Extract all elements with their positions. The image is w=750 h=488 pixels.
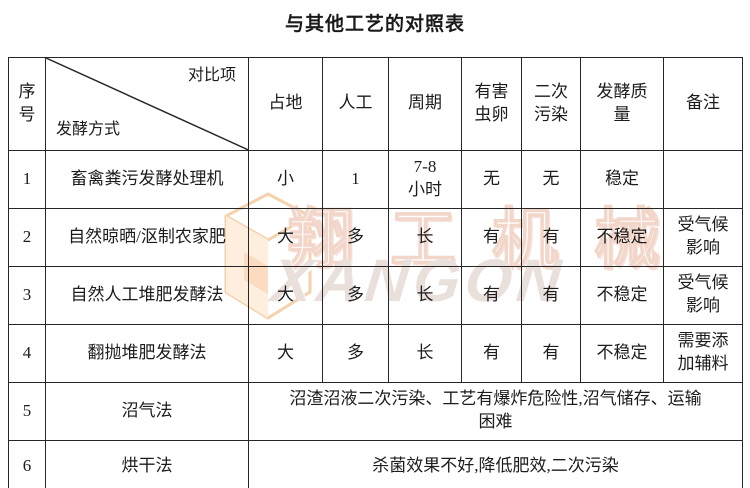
cell-pollution: 有 (521, 323, 581, 383)
table-row: 6 烘干法 杀菌效果不好,降低肥效,二次污染 (8, 439, 743, 488)
cell-cycle: 长 (388, 323, 462, 383)
cell-no: 6 (8, 439, 46, 488)
table-row: 1 畜禽粪污发酵处理机 小 1 7-8 小时 无 无 稳定 (8, 149, 743, 209)
header-remarks: 备注 (663, 57, 743, 151)
cell-labor: 1 (322, 149, 389, 209)
table-header-row: 序 号 对比项 发酵方式 占地 人工 周期 有害 虫卵 二次 污染 发酵质 量 … (8, 57, 743, 151)
cell-land: 大 (248, 323, 323, 383)
comparison-table: 序 号 对比项 发酵方式 占地 人工 周期 有害 虫卵 二次 污染 发酵质 量 … (8, 57, 743, 488)
cell-labor: 多 (322, 207, 389, 267)
cell-quality: 不稳定 (580, 207, 664, 267)
table-row: 4 翻抛堆肥发酵法 大 多 长 有 有 不稳定 需要添 加辅料 (8, 323, 743, 383)
cell-eggs: 无 (461, 149, 522, 209)
cell-eggs: 有 (461, 265, 522, 325)
cell-merged-note: 沼渣沼液二次污染、工艺有爆炸危险性,沼气储存、运输 困难 (248, 381, 743, 441)
table-row: 3 自然人工堆肥发酵法 大 多 长 有 有 不稳定 受气候 影响 (8, 265, 743, 325)
cell-quality: 稳定 (580, 149, 664, 209)
header-ferment-quality: 发酵质 量 (580, 57, 664, 151)
cell-labor: 多 (322, 265, 389, 325)
cell-method: 烘干法 (45, 439, 249, 488)
diagonal-line (46, 58, 248, 150)
cell-no: 4 (8, 323, 46, 383)
header-ferment-method: 发酵方式 (56, 121, 121, 139)
header-land: 占地 (248, 57, 323, 151)
cell-no: 2 (8, 207, 46, 267)
cell-pollution: 有 (521, 207, 581, 267)
header-labor: 人工 (322, 57, 389, 151)
table-row: 5 沼气法 沼渣沼液二次污染、工艺有爆炸危险性,沼气储存、运输 困难 (8, 381, 743, 441)
cell-cycle: 长 (388, 207, 462, 267)
cell-remarks: 受气候 影响 (663, 207, 743, 267)
cell-cycle: 长 (388, 265, 462, 325)
cell-eggs: 有 (461, 207, 522, 267)
cell-method: 翻抛堆肥发酵法 (45, 323, 249, 383)
page-title: 与其他工艺的对照表 (284, 14, 465, 35)
cell-eggs: 有 (461, 323, 522, 383)
cell-method: 畜禽粪污发酵处理机 (45, 149, 249, 209)
cell-remarks: 受气候 影响 (663, 265, 743, 325)
cell-pollution: 无 (521, 149, 581, 209)
cell-land: 小 (248, 149, 323, 209)
cell-land: 大 (248, 265, 323, 325)
cell-remarks: 需要添 加辅料 (663, 323, 743, 383)
header-compare-item: 对比项 (187, 67, 236, 84)
header-index: 序 号 (8, 57, 46, 151)
cell-no: 3 (8, 265, 46, 325)
cell-land: 大 (248, 207, 323, 267)
cell-method: 自然晾晒/沤制农家肥 (45, 207, 249, 267)
cell-quality: 不稳定 (580, 323, 664, 383)
cell-method: 沼气法 (45, 381, 249, 441)
header-diagonal-cell: 对比项 发酵方式 (45, 57, 249, 151)
header-secondary-pollution: 二次 污染 (521, 57, 581, 151)
cell-no: 1 (8, 149, 46, 209)
cell-method: 自然人工堆肥发酵法 (45, 265, 249, 325)
cell-pollution: 有 (521, 265, 581, 325)
cell-cycle: 7-8 小时 (388, 149, 462, 209)
header-cycle: 周期 (388, 57, 462, 151)
cell-no: 5 (8, 381, 46, 441)
table-row: 2 自然晾晒/沤制农家肥 大 多 长 有 有 不稳定 受气候 影响 (8, 207, 743, 267)
cell-quality: 不稳定 (580, 265, 664, 325)
cell-remarks (663, 149, 743, 209)
cell-labor: 多 (322, 323, 389, 383)
header-harmful-eggs: 有害 虫卵 (461, 57, 522, 151)
cell-merged-note: 杀菌效果不好,降低肥效,二次污染 (248, 439, 743, 488)
